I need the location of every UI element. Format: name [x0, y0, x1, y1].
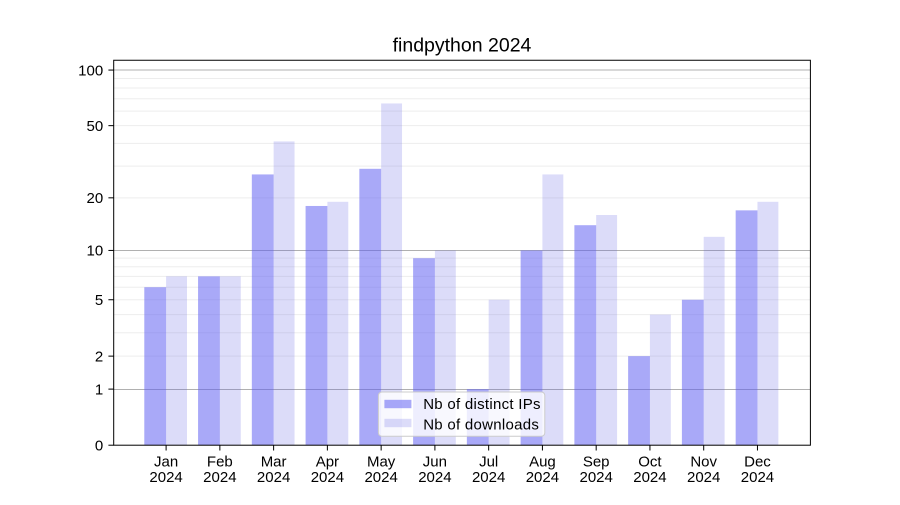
- svg-text:Sep: Sep: [583, 454, 610, 471]
- svg-text:0: 0: [95, 437, 103, 454]
- svg-text:1: 1: [95, 381, 103, 398]
- svg-text:2024: 2024: [633, 469, 666, 486]
- svg-text:2024: 2024: [472, 469, 505, 486]
- svg-text:2024: 2024: [257, 469, 290, 486]
- svg-text:2024: 2024: [741, 469, 774, 486]
- svg-text:Nb of downloads: Nb of downloads: [423, 416, 539, 433]
- svg-text:100: 100: [78, 62, 103, 79]
- svg-text:Feb: Feb: [207, 454, 233, 471]
- svg-text:Jul: Jul: [479, 454, 498, 471]
- svg-text:Jun: Jun: [423, 454, 447, 471]
- svg-text:2024: 2024: [418, 469, 451, 486]
- svg-text:Nov: Nov: [690, 454, 717, 471]
- svg-text:Apr: Apr: [316, 454, 339, 471]
- svg-text:Aug: Aug: [529, 454, 556, 471]
- svg-text:2024: 2024: [203, 469, 236, 486]
- svg-text:2024: 2024: [364, 469, 397, 486]
- svg-text:2024: 2024: [687, 469, 720, 486]
- svg-text:May: May: [367, 454, 396, 471]
- svg-text:2024: 2024: [311, 469, 344, 486]
- svg-text:20: 20: [87, 190, 104, 207]
- svg-text:findpython 2024: findpython 2024: [393, 34, 532, 56]
- svg-text:5: 5: [95, 292, 103, 309]
- svg-text:2024: 2024: [149, 469, 182, 486]
- svg-text:Mar: Mar: [261, 454, 287, 471]
- svg-text:Oct: Oct: [638, 454, 662, 471]
- svg-text:10: 10: [87, 243, 104, 260]
- svg-text:2024: 2024: [579, 469, 612, 486]
- svg-text:Nb of distinct IPs: Nb of distinct IPs: [423, 396, 541, 413]
- svg-text:Dec: Dec: [744, 454, 771, 471]
- svg-text:Jan: Jan: [154, 454, 178, 471]
- svg-text:2024: 2024: [526, 469, 559, 486]
- svg-text:50: 50: [87, 118, 104, 135]
- svg-text:2: 2: [95, 348, 103, 365]
